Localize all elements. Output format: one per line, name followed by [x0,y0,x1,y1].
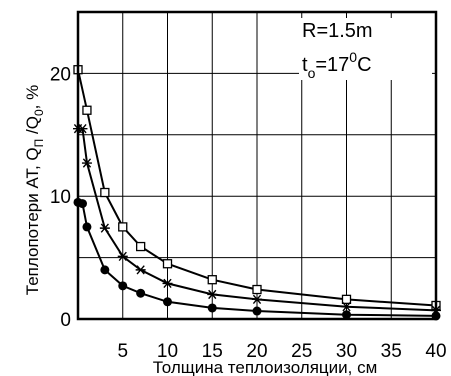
data-point-asterisk [341,302,352,312]
series-markers [73,65,441,321]
data-point-circle [118,281,128,291]
x-tick-label: 30 [336,341,357,362]
annotation-temp-eq: =17 [315,54,349,76]
x-tick-label: 25 [291,341,312,362]
annotation-temp-main: t [302,54,308,76]
y-axis-label-end: , % [23,85,42,110]
data-point-square [162,259,173,269]
x-tick-label: 40 [425,341,446,362]
data-point-circle [136,288,146,298]
data-point-asterisk [252,294,262,305]
data-point-circle [252,306,262,316]
y-tick-labels: 0 10 20 [50,64,71,331]
data-point-circle [100,265,110,275]
y-tick-label: 20 [50,64,71,85]
data-point-square [82,105,92,115]
x-tick-label: 35 [381,341,402,362]
data-point-circle [207,303,217,313]
data-point-asterisk [99,223,110,233]
data-point-circle [82,222,92,232]
data-point-asterisk [81,158,92,168]
data-point-circle [342,310,351,320]
annotation-temperature: to=170C [302,49,372,81]
data-point-square [118,222,128,232]
data-point-square [100,187,110,198]
x-axis-label: Толщина теплоизоляции, см [153,358,378,376]
y-axis-label: Теплопотери АТ, QП /Q0, % [23,85,46,295]
annotation-radius: R=1.5m [302,20,373,42]
y-axis-label-mid: /Q [23,116,42,139]
annotation-background [299,18,432,80]
data-point-square [207,275,217,285]
x-tick-label: 15 [202,341,223,362]
x-tick-label: 20 [246,341,267,362]
data-point-asterisk [162,278,173,289]
data-point-asterisk [117,251,128,262]
data-point-square [252,284,262,295]
series-open-square-line [77,69,437,307]
annotation-temp-unit: C [357,54,371,76]
x-tick-labels: 5 10 15 20 25 30 35 40 [117,341,446,362]
plot-frame [76,10,438,321]
x-tick-label: 10 [157,341,178,362]
y-axis-label-main: Теплопотери АТ, Q [23,147,42,295]
data-point-square [341,294,352,305]
data-point-circle [77,199,87,209]
y-tick-label: 0 [60,310,71,331]
data-point-asterisk [207,289,218,300]
annotation-temp-sup: 0 [349,49,357,65]
x-tick-label: 5 [117,341,128,362]
y-axis-label-sub1: П [32,139,46,148]
y-axis-label-sub2: 0 [32,109,46,116]
annotation-temp-sub: o [308,65,316,81]
y-tick-label: 10 [50,187,71,208]
data-point-circle [163,297,172,307]
data-point-square [135,241,146,252]
data-point-asterisk [135,265,146,275]
